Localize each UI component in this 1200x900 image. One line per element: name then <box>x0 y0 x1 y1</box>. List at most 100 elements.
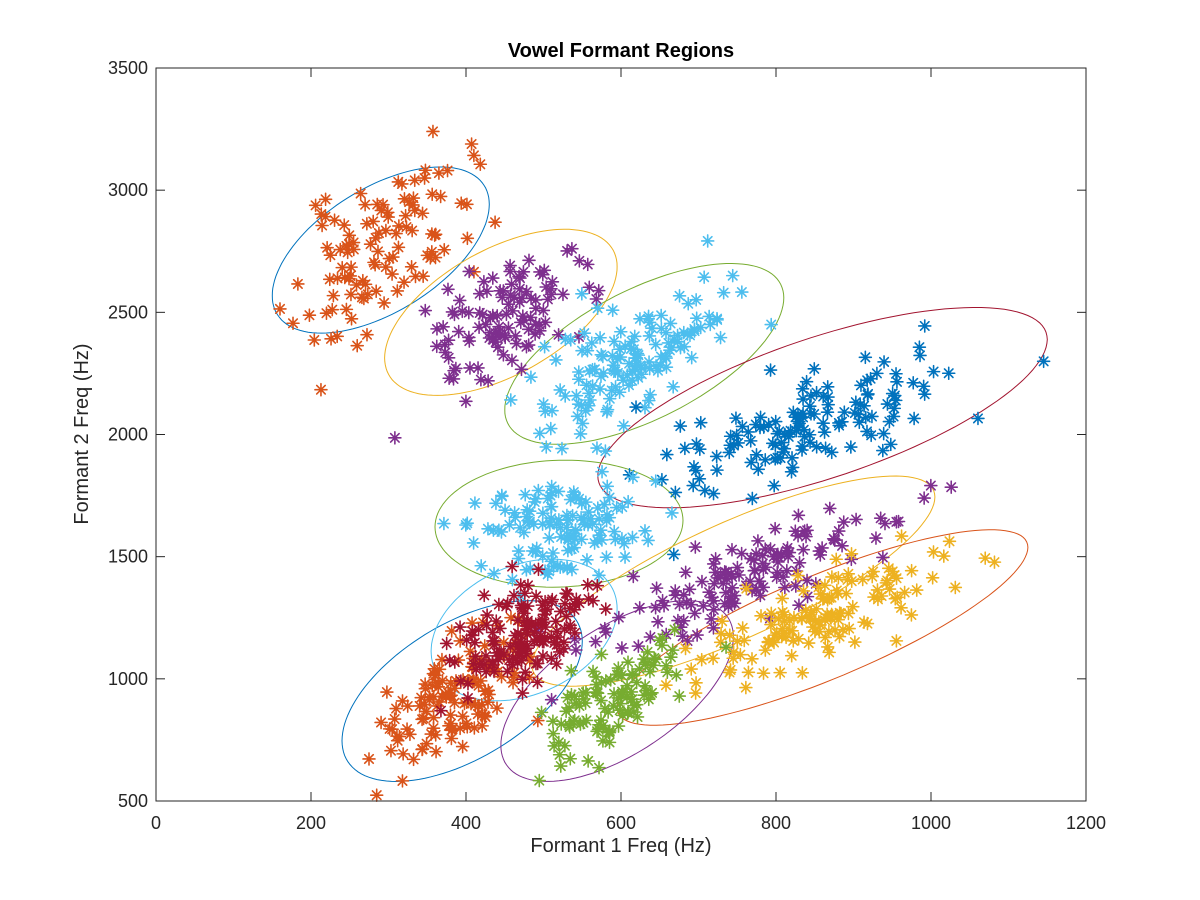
data-point <box>395 694 410 708</box>
data-point <box>641 533 655 548</box>
data-point <box>591 501 605 515</box>
data-point <box>844 440 858 454</box>
data-point <box>493 284 507 298</box>
data-point <box>505 304 520 318</box>
data-point <box>590 301 605 315</box>
data-point <box>577 326 592 340</box>
data-point <box>858 410 873 425</box>
data-point <box>616 418 631 433</box>
data-point <box>542 531 557 545</box>
data-point <box>541 292 555 307</box>
data-point <box>625 692 640 706</box>
data-point <box>780 541 795 555</box>
data-point <box>362 752 376 766</box>
data-point <box>778 427 792 442</box>
data-point <box>574 510 588 525</box>
data-point <box>727 438 741 453</box>
data-point <box>537 263 552 278</box>
data-point <box>392 729 407 744</box>
data-point <box>553 560 568 575</box>
data-point <box>723 429 738 444</box>
data-point <box>291 277 305 291</box>
data-point <box>591 722 606 737</box>
data-point <box>573 717 588 731</box>
data-point <box>471 707 485 721</box>
data-point <box>460 231 475 246</box>
data-point <box>788 524 803 539</box>
cluster-ellipse <box>271 166 490 334</box>
data-point <box>561 543 575 558</box>
data-point <box>559 586 573 601</box>
data-point <box>453 620 467 634</box>
data-point <box>848 635 862 649</box>
data-point <box>426 721 441 735</box>
data-point <box>512 295 527 309</box>
data-point <box>771 612 786 626</box>
data-point <box>729 411 743 425</box>
data-point <box>625 373 639 388</box>
data-point <box>735 621 750 635</box>
data-point <box>660 447 674 462</box>
data-point <box>816 416 831 431</box>
data-point <box>529 541 544 556</box>
data-point <box>567 540 582 555</box>
data-point <box>751 534 765 548</box>
data-point <box>581 505 596 519</box>
data-point <box>877 355 891 369</box>
data-point <box>673 620 688 635</box>
data-point <box>906 375 921 390</box>
data-point <box>871 592 885 607</box>
data-point <box>415 206 430 221</box>
data-point <box>488 215 502 229</box>
data-point <box>818 578 832 593</box>
data-point <box>821 397 836 412</box>
data-point <box>666 547 681 562</box>
data-point <box>547 739 561 753</box>
data-point <box>505 559 519 574</box>
data-point <box>926 364 941 379</box>
x-tick-label: 1000 <box>911 813 951 833</box>
data-point <box>514 653 529 668</box>
data-point <box>519 647 534 661</box>
tick-layer: 0 200 400 600 800 1000 1200 500 1000 1500 2000 2500… <box>108 58 1106 833</box>
data-point <box>809 440 824 454</box>
data-point <box>342 228 357 243</box>
data-point <box>582 386 596 401</box>
data-point <box>629 697 644 712</box>
data-point <box>503 258 517 273</box>
data-point <box>544 511 558 525</box>
data-point <box>390 284 405 298</box>
data-point <box>785 623 799 638</box>
data-point <box>725 268 740 283</box>
data-point <box>555 441 569 456</box>
data-point <box>641 692 656 707</box>
data-point <box>791 568 805 583</box>
data-point <box>512 645 527 659</box>
data-point <box>493 327 508 341</box>
data-point <box>671 613 685 628</box>
data-point <box>836 515 851 529</box>
data-point <box>638 679 652 693</box>
data-point <box>471 361 485 375</box>
data-point <box>490 701 504 715</box>
data-point <box>432 662 447 677</box>
data-point <box>569 643 583 657</box>
data-point <box>344 260 358 274</box>
data-point <box>672 597 687 612</box>
data-point <box>496 635 511 650</box>
data-point <box>601 725 616 740</box>
data-point <box>687 324 702 338</box>
data-point <box>888 388 902 403</box>
data-point <box>630 346 645 361</box>
data-point <box>538 404 552 419</box>
data-point <box>508 628 522 643</box>
data-point <box>477 588 492 603</box>
data-point <box>735 419 750 434</box>
data-point <box>437 242 452 257</box>
data-point <box>408 269 423 284</box>
data-point <box>614 324 628 339</box>
data-point <box>776 570 790 584</box>
data-point <box>418 163 433 178</box>
data-point <box>560 244 574 258</box>
data-point <box>687 459 701 474</box>
